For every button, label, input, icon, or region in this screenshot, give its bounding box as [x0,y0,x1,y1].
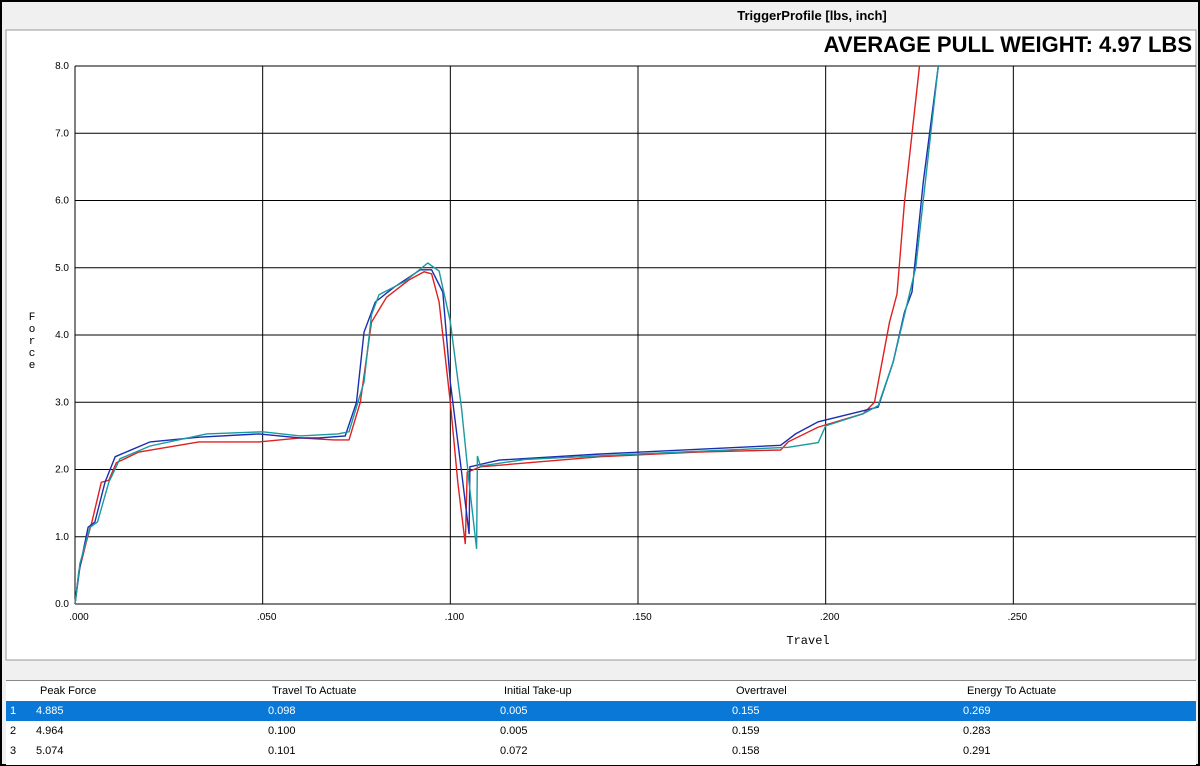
column-header: Travel To Actuate [272,685,357,697]
row-number: 3 [10,745,17,757]
y-tick-label: 3.0 [55,397,69,408]
column-header: Energy To Actuate [967,685,1057,697]
chart: TriggerProfile [lbs, inch] AVERAGE PULL … [5,8,1197,661]
table-cell: 0.100 [268,725,296,737]
x-tick-label: .000 [69,612,89,623]
table-cell: 0.158 [732,745,760,757]
table-cell: 0.283 [963,725,991,737]
table-cell: 0.072 [500,745,528,757]
y-tick-label: 7.0 [55,128,69,139]
table-cell: 0.098 [268,705,296,717]
table-row[interactable]: 2 4.964 0.100 0.005 0.159 0.283 [6,721,1196,741]
y-tick-label: 5.0 [55,263,69,274]
plot-panel [5,29,1197,661]
x-tick-label: .200 [820,612,840,623]
table-row[interactable]: 3 5.074 0.101 0.072 0.158 0.291 [6,741,1196,761]
series-line [74,65,921,605]
table-cell: 0.005 [500,705,528,717]
row-number: 2 [10,725,17,737]
series-line [74,65,939,605]
column-header: Overtravel [736,685,787,697]
banner: AVERAGE PULL WEIGHT: 4.97 LBS [824,32,1192,57]
column-header: Initial Take-up [504,685,572,697]
x-tick-label: .100 [445,612,465,623]
y-axis-label: Force [26,312,38,372]
x-tick-label: .250 [1008,612,1028,623]
table-cell: 5.074 [36,745,64,757]
results-table: Peak Force Travel To Actuate Initial Take-… [6,680,1196,765]
x-tick-label: .050 [257,612,277,623]
table-cell: 0.159 [732,725,760,737]
table-cell: 4.964 [36,725,64,737]
y-tick-label: 6.0 [55,196,69,207]
column-header: Peak Force [40,685,97,697]
y-tick-label: 4.0 [55,330,69,341]
table-cell: 0.101 [268,745,296,757]
header-row: Peak Force Travel To Actuate Initial Take-… [6,681,1196,701]
window-title: TriggerProfile [lbs, inch] [737,8,887,23]
y-tick-label: 0.0 [55,599,69,610]
table-cell: 4.885 [36,705,64,717]
table-cell: 0.291 [963,745,991,757]
row-number: 1 [10,705,17,717]
series-line [74,65,939,605]
x-tick-label: .150 [632,612,652,623]
x-axis-label: Travel [786,634,829,648]
table-row[interactable]: 1 4.885 0.098 0.005 0.155 0.269 [6,701,1196,721]
table-cell: 0.269 [963,705,991,717]
y-tick-label: 1.0 [55,532,69,543]
y-tick-label: 2.0 [55,465,69,476]
y-tick-label: 8.0 [55,61,69,72]
table-cell: 0.005 [500,725,528,737]
table-cell: 0.155 [732,705,760,717]
